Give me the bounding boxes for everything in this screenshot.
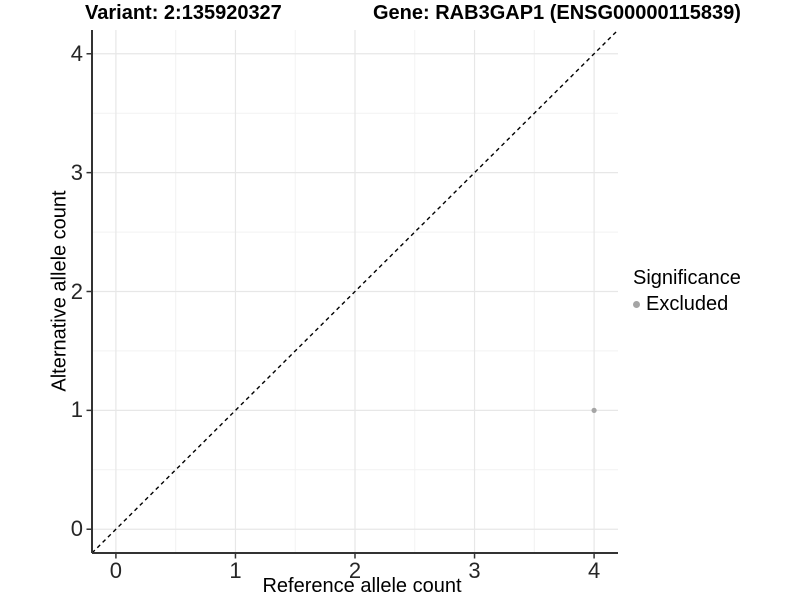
y-tick-label: 1 xyxy=(70,397,83,423)
legend-point-icon xyxy=(633,300,640,308)
data-point xyxy=(591,407,597,413)
legend-title: Significance xyxy=(633,267,741,289)
x-tick-label: 1 xyxy=(229,558,242,583)
y-tick-label: 0 xyxy=(70,516,83,542)
x-axis-title: Reference allele count xyxy=(262,575,462,597)
y-tick-label: 2 xyxy=(70,278,83,304)
x-tick-label: 4 xyxy=(587,558,601,583)
legend-item-excluded: Excluded xyxy=(633,293,741,315)
legend-item-label: Excluded xyxy=(646,293,729,315)
gene-title: Gene: RAB3GAP1 (ENSG00000115839) xyxy=(373,2,741,24)
y-tick-label: 3 xyxy=(70,159,83,185)
x-tick-label: 0 xyxy=(109,558,123,583)
legend: Significance Excluded xyxy=(633,266,741,315)
variant-title: Variant: 2:135920327 xyxy=(85,2,282,24)
y-tick-label: 4 xyxy=(70,40,83,66)
y-axis-title: Alternative allele count xyxy=(48,190,71,392)
x-tick-label: 3 xyxy=(468,558,481,583)
x-tick-label: 2 xyxy=(348,558,362,583)
identity-line xyxy=(91,29,619,554)
